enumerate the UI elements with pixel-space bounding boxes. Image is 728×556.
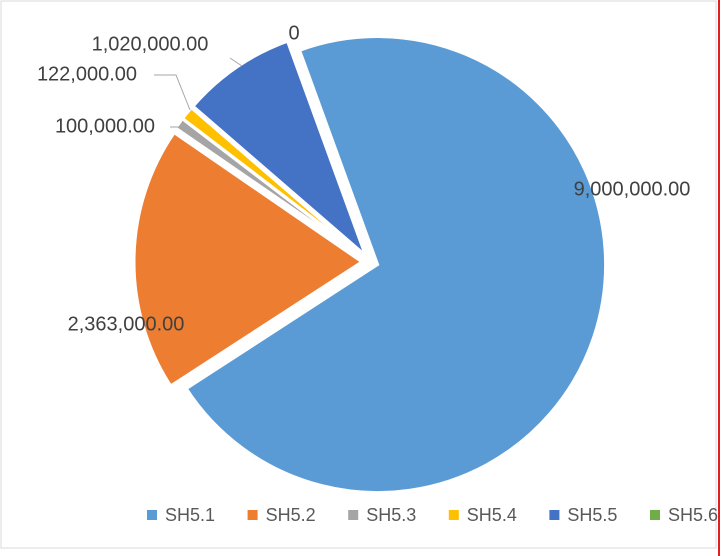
legend-label: SH5.2 (266, 505, 316, 525)
legend-swatch (247, 510, 258, 520)
data-label: 100,000.00 (55, 115, 155, 137)
data-label: 122,000.00 (37, 63, 137, 85)
data-label: 1,020,000.00 (92, 33, 209, 55)
legend-label: SH5.6 (668, 505, 718, 525)
legend-label: SH5.3 (366, 505, 416, 525)
legend-label: SH5.1 (165, 505, 215, 525)
leader-line (229, 57, 243, 67)
legend-swatch (448, 510, 459, 520)
data-label: 2,363,000.00 (68, 313, 185, 335)
pie-slice (190, 39, 369, 261)
leader-line (170, 120, 184, 128)
legend-swatch (147, 510, 157, 520)
pie-slice (132, 130, 365, 389)
legend-label: SH5.5 (567, 505, 617, 525)
data-label: 0 (288, 22, 299, 44)
legend-label: SH5.4 (467, 505, 517, 525)
legend-swatch (549, 510, 560, 520)
pie-slice (180, 105, 365, 259)
pie-slice (184, 35, 608, 495)
leader-line (154, 74, 191, 111)
legend-swatch (348, 510, 359, 520)
legend-swatch (650, 510, 660, 520)
data-label: 9,000,000.00 (574, 178, 691, 200)
